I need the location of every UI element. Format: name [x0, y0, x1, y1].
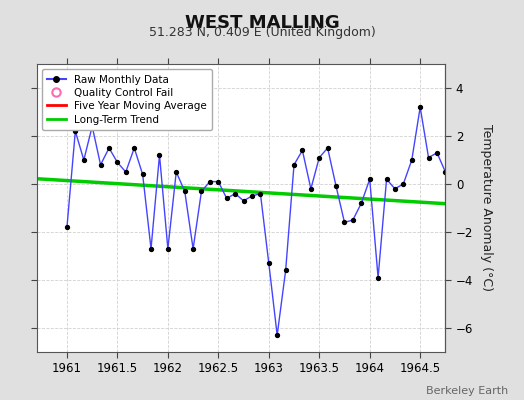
- Point: [181, 188, 189, 194]
- Point: [239, 198, 248, 204]
- Point: [307, 186, 315, 192]
- Point: [223, 195, 231, 202]
- Point: [256, 190, 265, 197]
- Point: [96, 162, 105, 168]
- Point: [155, 152, 163, 158]
- Point: [206, 178, 214, 185]
- Point: [80, 157, 88, 163]
- Point: [71, 128, 80, 134]
- Point: [424, 154, 433, 161]
- Point: [63, 224, 71, 230]
- Point: [323, 145, 332, 151]
- Point: [366, 176, 374, 182]
- Point: [189, 246, 198, 252]
- Point: [281, 267, 290, 274]
- Point: [113, 159, 122, 166]
- Point: [147, 246, 155, 252]
- Point: [416, 104, 424, 110]
- Point: [290, 162, 298, 168]
- Point: [105, 145, 113, 151]
- Point: [383, 176, 391, 182]
- Point: [441, 169, 450, 175]
- Point: [138, 171, 147, 178]
- Point: [163, 246, 172, 252]
- Point: [399, 181, 408, 187]
- Point: [198, 188, 206, 194]
- Point: [248, 193, 256, 199]
- Point: [298, 147, 307, 154]
- Point: [273, 332, 281, 338]
- Point: [348, 217, 357, 223]
- Point: [172, 169, 180, 175]
- Point: [88, 123, 96, 130]
- Point: [408, 157, 416, 163]
- Y-axis label: Temperature Anomaly (°C): Temperature Anomaly (°C): [479, 124, 493, 292]
- Point: [433, 150, 441, 156]
- Text: Berkeley Earth: Berkeley Earth: [426, 386, 508, 396]
- Text: WEST MALLING: WEST MALLING: [184, 14, 340, 32]
- Point: [122, 169, 130, 175]
- Point: [130, 145, 138, 151]
- Point: [391, 186, 399, 192]
- Point: [332, 183, 340, 190]
- Point: [315, 154, 323, 161]
- Point: [357, 200, 366, 206]
- Point: [374, 274, 383, 281]
- Point: [214, 178, 223, 185]
- Point: [231, 190, 239, 197]
- Legend: Raw Monthly Data, Quality Control Fail, Five Year Moving Average, Long-Term Tren: Raw Monthly Data, Quality Control Fail, …: [42, 69, 212, 130]
- Text: 51.283 N, 0.409 E (United Kingdom): 51.283 N, 0.409 E (United Kingdom): [149, 26, 375, 39]
- Point: [340, 219, 348, 226]
- Point: [265, 260, 273, 266]
